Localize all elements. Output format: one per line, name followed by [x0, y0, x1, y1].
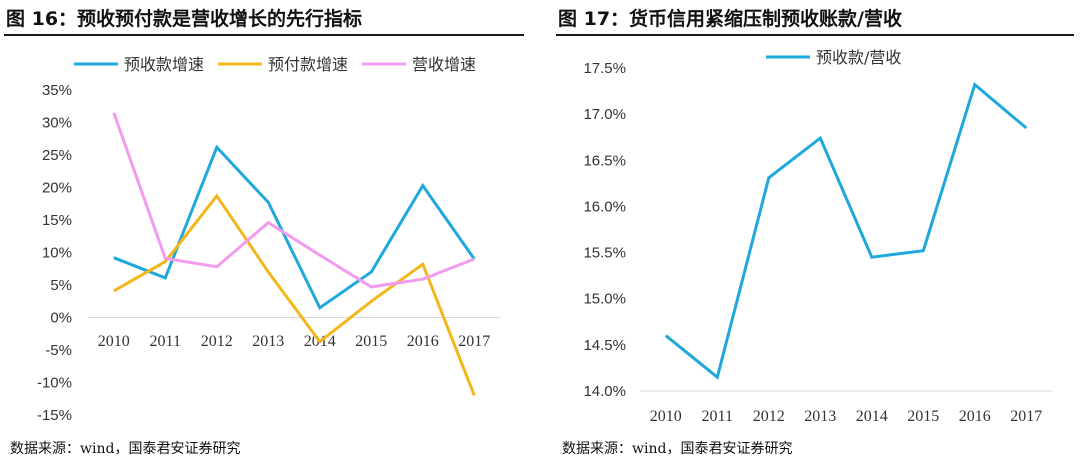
y-tick-label: -10%	[37, 375, 72, 392]
series-line	[112, 112, 475, 289]
y-tick-label: 20%	[42, 180, 72, 197]
x-tick-label: 2012	[201, 333, 233, 350]
title-divider	[4, 34, 524, 36]
x-tick-label: 2011	[150, 333, 181, 350]
x-tick-label: 2010	[98, 333, 130, 350]
y-tick-label: 16.5%	[583, 152, 626, 169]
x-tick-label: 2014	[856, 408, 888, 425]
y-tick-label: -5%	[45, 342, 72, 359]
y-tick-label: 16.0%	[583, 198, 626, 215]
x-tick-label: 2012	[753, 408, 785, 425]
y-tick-label: 17.5%	[583, 60, 626, 77]
chart-plot: 14.0% 14.5% 15.0% 15.5% 16.0% 16.5% 17.0% 17.5%…	[583, 48, 1052, 425]
y-tick-label: 30%	[42, 115, 72, 132]
y-tick-label: 14.0%	[583, 383, 626, 400]
y-tick-label: 15.0%	[583, 291, 626, 308]
x-tick-label: 2016	[407, 333, 439, 350]
x-tick-label: 2010	[650, 408, 682, 425]
series-line	[113, 144, 476, 311]
x-tick-label: 2015	[907, 408, 939, 425]
y-tick-label: 25%	[42, 147, 72, 164]
source-note: 数据来源：wind，国泰君安证券研究	[10, 441, 241, 457]
y-tick-label: 15.5%	[583, 245, 626, 262]
series-line	[664, 81, 1028, 380]
x-tick-label: 2015	[355, 333, 387, 350]
y-tick-label: 10%	[42, 245, 72, 262]
chart-title: 图 16：预收预付款是营收增长的先行指标	[6, 8, 363, 30]
y-tick-label: 0%	[50, 310, 72, 327]
chart-title: 图 17：货币信用紧缩压制预收账款/营收	[558, 8, 902, 30]
source-note: 数据来源：wind，国泰君安证券研究	[562, 441, 793, 457]
y-tick-label: 17.0%	[583, 106, 626, 123]
title-divider	[556, 34, 1074, 36]
legend-label: 预收款增速	[124, 55, 204, 74]
legend-label: 预付款增速	[268, 55, 348, 74]
x-tick-label: 2013	[804, 408, 836, 425]
series-line	[113, 193, 476, 397]
y-tick-label: 15%	[42, 212, 72, 229]
x-tick-label: 2013	[252, 333, 284, 350]
y-tick-label: 5%	[50, 277, 72, 294]
y-tick-label: -15%	[37, 407, 72, 424]
y-tick-label: 35%	[42, 82, 72, 99]
x-tick-label: 2017	[1010, 408, 1042, 425]
legend-label: 预收款/营收	[816, 48, 901, 67]
x-tick-label: 2016	[959, 408, 991, 425]
legend-label: 营收增速	[412, 55, 476, 74]
chart-panel-fig16: 图 16：预收预付款是营收增长的先行指标 -15% -10% -5% 0% 5% 10% 1…	[0, 0, 530, 463]
y-tick-label: 14.5%	[583, 337, 626, 354]
chart-panel-fig17: 图 17：货币信用紧缩压制预收账款/营收 14.0% 14.5% 15.0% 15.5…	[552, 0, 1080, 463]
chart-plot: -15% -10% -5% 0% 5% 10% 15% 20% 25% 30% 35% 2010 201…	[37, 55, 500, 424]
x-tick-label: 2017	[458, 333, 490, 350]
x-tick-label: 2011	[702, 408, 733, 425]
